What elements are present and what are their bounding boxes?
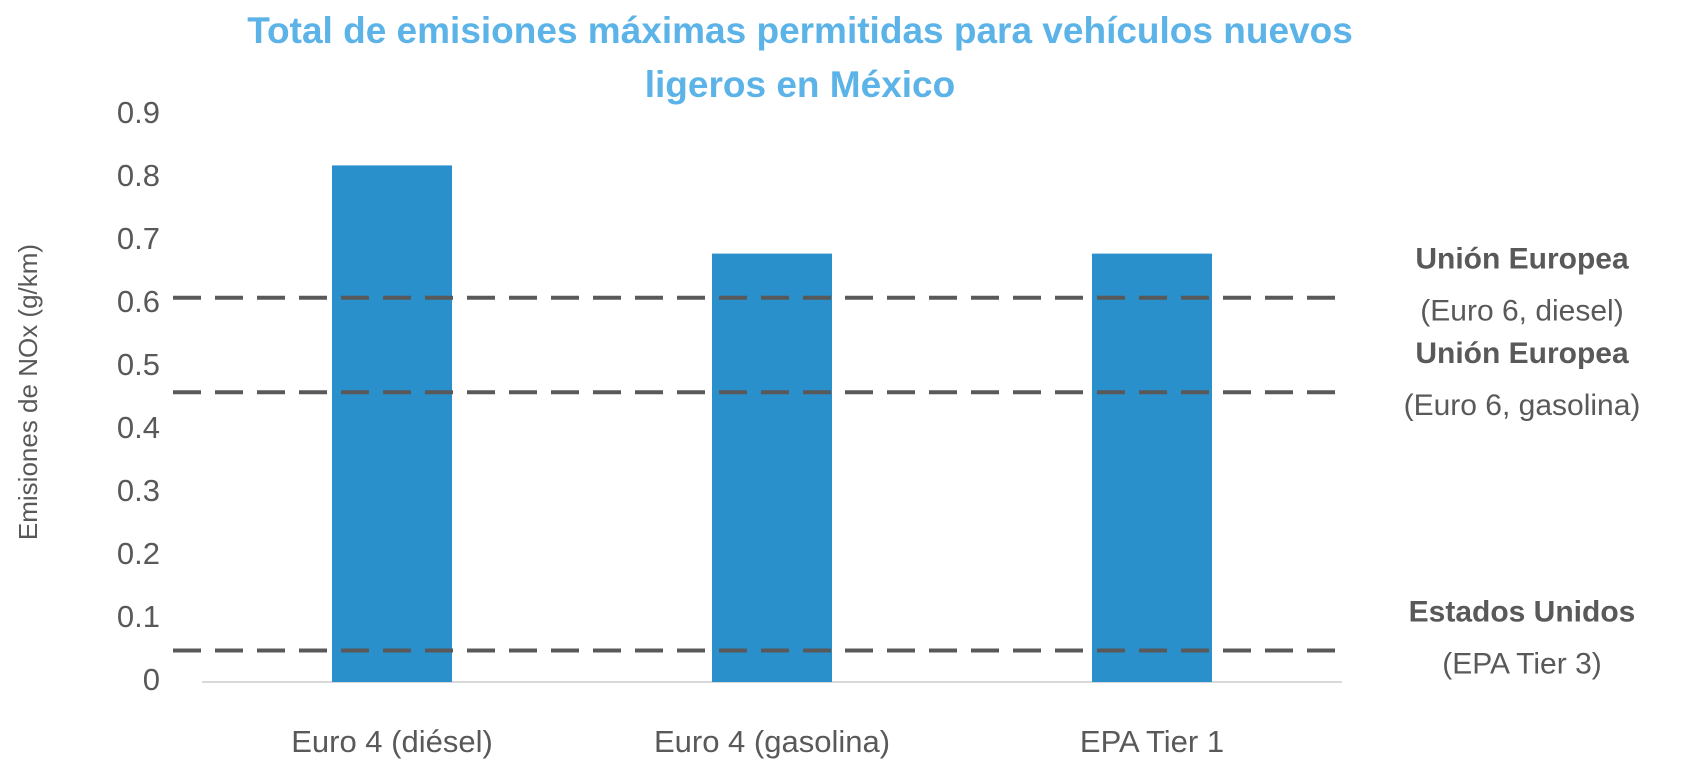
y-tick-label: 0.3: [117, 473, 160, 508]
x-tick-label: Euro 4 (diésel): [291, 724, 493, 759]
y-tick-label: 0.4: [117, 410, 160, 445]
x-tick-label: EPA Tier 1: [1080, 724, 1224, 759]
x-tick-label: Euro 4 (gasolina): [654, 724, 890, 759]
y-tick-label: 0.6: [117, 284, 160, 319]
reference-sublabel: (Euro 6, gasolina): [1404, 389, 1641, 422]
bar: [332, 165, 452, 682]
chart-title: Total de emisiones máximas permitidas pa…: [247, 10, 1353, 105]
y-tick-label: 0.5: [117, 347, 160, 382]
bar: [1092, 253, 1212, 682]
y-axis-label: Emisiones de NOx (g/km): [13, 244, 43, 540]
reference-label: Estados Unidos: [1409, 595, 1636, 628]
y-tick-label: 0.7: [117, 221, 160, 256]
bar: [712, 253, 832, 682]
reference-sublabel: (EPA Tier 3): [1442, 647, 1602, 680]
reference-label: Unión Europea: [1415, 337, 1629, 370]
reference-label: Unión Europea: [1415, 243, 1629, 276]
y-tick-label: 0.8: [117, 158, 160, 193]
y-tick-label: 0.1: [117, 599, 160, 634]
y-tick-label: 0.2: [117, 536, 160, 571]
y-tick-label: 0.9: [117, 95, 160, 130]
y-tick-label: 0: [143, 662, 160, 697]
reference-sublabel: (Euro 6, diesel): [1420, 295, 1623, 328]
